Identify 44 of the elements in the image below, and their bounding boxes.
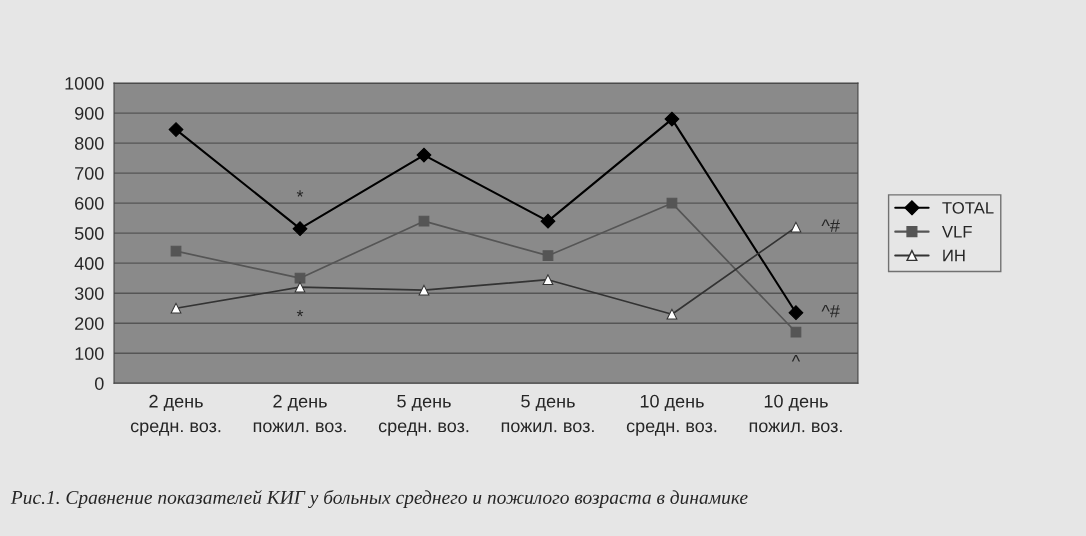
x-tick-label: 10 день пожил. воз. (749, 394, 842, 433)
legend-label: ИН (943, 249, 965, 262)
y-tick-label: 1000 (65, 77, 104, 90)
annotation: ^ (791, 355, 801, 362)
y-tick-label: 0 (94, 377, 104, 390)
y-tick-label: 100 (75, 347, 104, 360)
y-tick-label: 900 (75, 107, 104, 120)
x-tick-label: 5 день средн. воз. (378, 395, 469, 436)
annotation: ^# (821, 304, 840, 318)
point (292, 221, 308, 237)
point (542, 250, 554, 262)
legend-label: VLF (942, 226, 972, 238)
x-tick-label: 10 день средн. воз. (626, 394, 717, 436)
point (540, 213, 556, 229)
point (664, 111, 680, 127)
point (790, 221, 802, 233)
x-tick-label: 2 день пожил. воз. (253, 394, 346, 433)
point (418, 215, 430, 227)
annotation: * (296, 309, 304, 317)
point (790, 326, 802, 338)
point (542, 274, 554, 286)
x-tick-label: 5 день пожил. воз. (501, 395, 594, 433)
y-tick-label: 600 (75, 197, 104, 210)
x-tick-label: 2 день средн. воз. (130, 394, 221, 436)
point (294, 272, 306, 284)
text: Рис.1. Сравнение показателей КИГ у больных среднего и пожилого возраста в динамике (10, 489, 748, 509)
point (666, 308, 678, 320)
point (294, 281, 306, 293)
legend-label: TOTAL (942, 201, 994, 214)
y-tick-label: 400 (74, 257, 104, 270)
y-tick-label: 800 (74, 137, 104, 150)
point (170, 302, 182, 314)
point (416, 147, 432, 163)
point (788, 305, 804, 321)
point (418, 284, 430, 296)
annotation: * (296, 190, 304, 197)
y-tick-label: 700 (75, 167, 104, 180)
y-tick-label: 200 (75, 317, 104, 330)
point (168, 122, 184, 137)
point (666, 197, 678, 209)
annotation: ^# (821, 219, 840, 232)
point (170, 245, 182, 257)
y-tick-label: 300 (74, 287, 104, 300)
y-tick-label: 500 (74, 227, 104, 240)
